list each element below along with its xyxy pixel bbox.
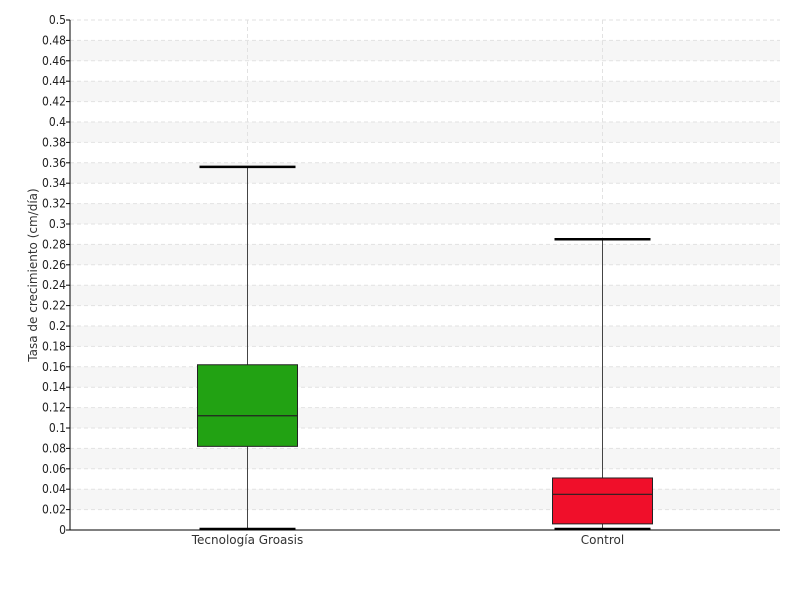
grid-band xyxy=(70,448,780,469)
grid-band xyxy=(70,489,780,510)
grid-band xyxy=(70,203,780,224)
y-axis-title: Tasa de crecimiento (cm/día) xyxy=(26,188,40,362)
x-axis: Tecnología Groasis Control xyxy=(70,529,780,547)
y-tick-label: 0.48 xyxy=(42,33,66,47)
y-tick-label: 0.1 xyxy=(49,421,66,435)
grid-band xyxy=(70,81,780,102)
grid-band xyxy=(70,40,780,61)
y-tick-label: 0.2 xyxy=(49,319,66,333)
y-tick-label: 0.4 xyxy=(49,115,66,129)
grid-band xyxy=(70,407,780,428)
y-tick-label: 0.16 xyxy=(42,360,66,374)
y-tick-label: 0.04 xyxy=(42,482,66,496)
grid-band xyxy=(70,366,780,388)
grid-band xyxy=(70,122,780,143)
y-tick-label: 0.22 xyxy=(42,299,66,313)
y-tick-label: 0.26 xyxy=(42,258,66,272)
y-tick-label: 0.24 xyxy=(42,278,66,292)
y-axis: 0 0.02 0.04 0.06 0.08 0.1 0.12 0.14 0.16 0.18 0.2 0… xyxy=(42,13,71,537)
grid-band xyxy=(70,162,780,184)
x-category-label: Tecnología Groasis xyxy=(191,533,304,547)
grid xyxy=(70,19,780,530)
grid-band xyxy=(70,285,780,306)
box-group xyxy=(197,165,298,531)
box-group xyxy=(552,238,653,531)
y-tick-label: 0.44 xyxy=(42,74,66,88)
grid-band xyxy=(70,244,780,265)
y-tick-label: 0.02 xyxy=(42,503,66,517)
y-tick-label: 0.06 xyxy=(42,462,66,476)
y-tick-label: 0.14 xyxy=(42,380,66,394)
y-tick-label: 0.42 xyxy=(42,95,66,109)
box-iqr xyxy=(552,477,653,525)
y-tick-label: 0 xyxy=(59,523,66,537)
y-tick-label: 0.32 xyxy=(42,197,66,211)
y-tick-label: 0.5 xyxy=(49,13,66,27)
box-iqr xyxy=(197,364,298,447)
y-tick-label: 0.46 xyxy=(42,54,66,68)
y-tick-label: 0.08 xyxy=(42,441,66,455)
y-tick-label: 0.12 xyxy=(42,401,66,415)
y-tick-label: 0.28 xyxy=(42,237,66,251)
grid-band xyxy=(70,326,780,347)
y-tick-label: 0.18 xyxy=(42,339,66,353)
x-category-label: Control xyxy=(581,533,624,547)
y-tick-label: 0.3 xyxy=(49,217,66,231)
y-tick-label: 0.36 xyxy=(42,156,66,170)
y-tick-label: 0.34 xyxy=(42,176,66,190)
y-tick-label: 0.38 xyxy=(42,135,66,149)
boxes xyxy=(197,165,653,531)
